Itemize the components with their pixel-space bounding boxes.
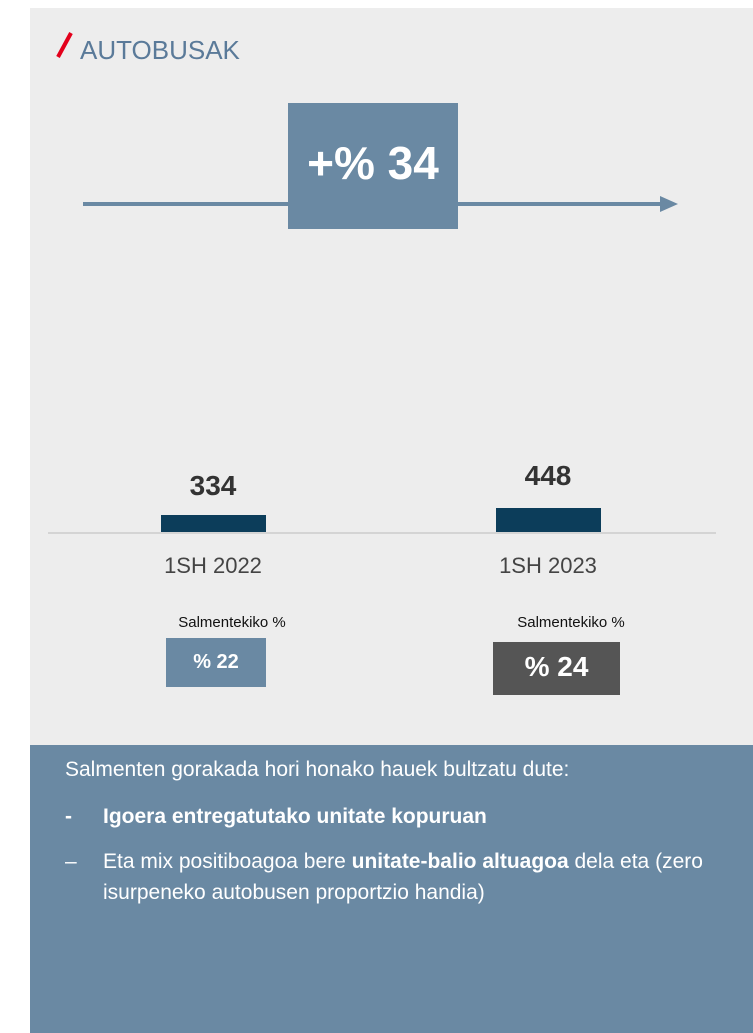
share-box	[166, 638, 266, 687]
growth-box	[288, 103, 458, 229]
panel-graphics	[30, 8, 753, 745]
title: AUTOBUSAK	[80, 35, 240, 65]
summary-panel: Salmenten gorakada hori honako hauek bul…	[30, 745, 753, 1033]
text-segment: dela eta (zero isurpeneko autobusen prop…	[103, 850, 703, 904]
bullet-marker: -	[65, 805, 72, 828]
text-segment: unitate-balio altuagoa	[351, 850, 569, 873]
summary-intro: Salmenten gorakada hori honako hauek bul…	[65, 758, 570, 781]
bar	[161, 515, 266, 532]
value-label: 334	[189, 470, 237, 501]
bullet-text: Igoera entregatutako unitate kopuruan	[103, 801, 723, 832]
share-value: % 24	[524, 651, 589, 682]
bullet-text: Eta mix positiboagoa bere unitate-balio …	[103, 846, 723, 908]
text-segment: Igoera entregatutako unitate kopuruan	[103, 805, 487, 828]
growth-label: +% 34	[307, 137, 439, 189]
text-segment: Eta mix positiboagoa bere	[103, 850, 352, 873]
share-caption: Salmentekiko %	[517, 614, 625, 631]
category-label: 1SH 2022	[164, 553, 262, 578]
title-slash	[56, 32, 73, 58]
arrow-head	[660, 196, 678, 212]
share-box	[493, 642, 620, 695]
share-value: % 22	[193, 651, 239, 673]
share-caption: Salmentekiko %	[178, 614, 286, 631]
category-label: 1SH 2023	[499, 553, 597, 578]
bullet-marker: –	[65, 850, 77, 873]
value-label: 448	[524, 460, 572, 491]
bar	[496, 508, 601, 532]
